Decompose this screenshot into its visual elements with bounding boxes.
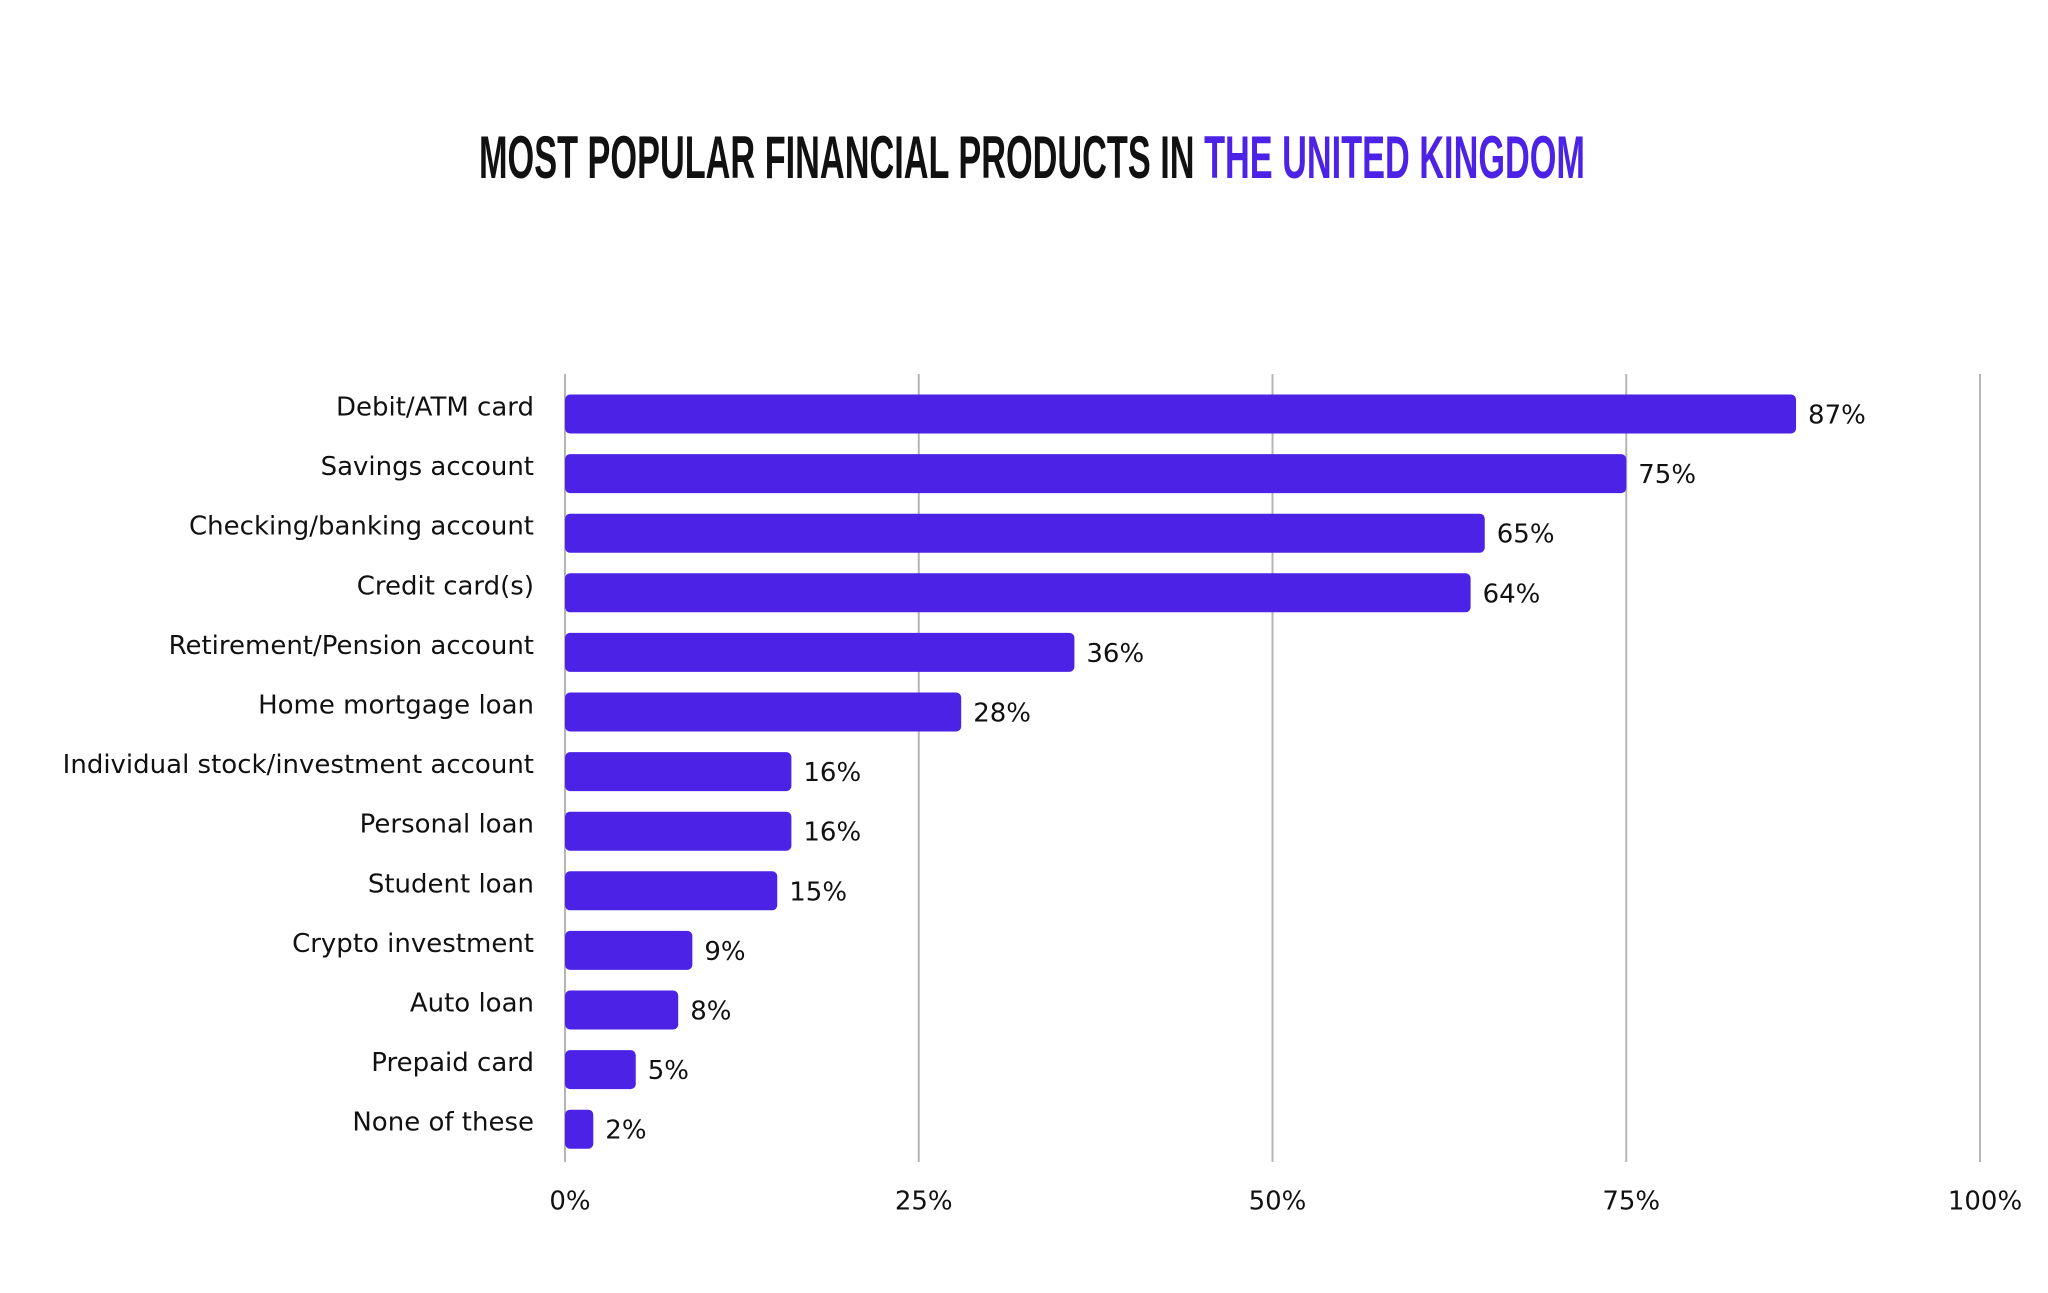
bar [565,1050,636,1090]
y-tick-label: Student loan [368,869,534,899]
bar [565,811,792,851]
value-label: 28% [973,699,1031,729]
value-label: 8% [690,997,731,1027]
bar [565,632,1075,672]
y-tick-label: Crypto investment [292,929,534,959]
value-label: 15% [789,877,847,907]
y-tick-label: Individual stock/investment account [63,750,534,780]
value-label: 9% [704,937,745,967]
y-tick-label: Auto loan [410,989,534,1019]
bar [565,573,1471,613]
value-label: 36% [1086,639,1144,669]
y-tick-label: Checking/banking account [189,512,534,542]
bar [565,1109,594,1149]
bar [565,930,693,970]
x-tick-label: 75% [1602,1187,1660,1217]
bar [565,990,679,1030]
value-label: 87% [1808,401,1866,431]
bar [565,692,962,732]
y-tick-label: Credit card(s) [357,571,534,601]
x-tick-label: 50% [1249,1187,1307,1217]
value-label: 16% [803,818,861,848]
y-tick-label: Home mortgage loan [258,691,534,721]
value-label: 2% [605,1116,646,1146]
value-label: 75% [1638,460,1696,490]
y-tick-label: Retirement/Pension account [169,631,534,661]
x-tick-label: 25% [895,1187,953,1217]
value-label: 64% [1483,579,1541,609]
title-highlight: THE UNITED KINGDOM [1204,124,1585,191]
bar [565,871,778,911]
x-tick-label: 0% [549,1187,590,1217]
bar [565,513,1485,553]
value-label: 65% [1497,520,1555,550]
title-main: MOST POPULAR FINANCIAL PRODUCTS IN [479,124,1195,191]
y-tick-label: Personal loan [360,810,534,840]
y-tick-label: Debit/ATM card [336,393,534,423]
bar [565,752,792,792]
value-label: 16% [803,758,861,788]
bar [565,454,1627,494]
chart-title: MOST POPULAR FINANCIAL PRODUCTS IN THE U… [479,124,1585,191]
y-tick-label: None of these [352,1108,534,1138]
bar [565,394,1797,434]
y-tick-label: Prepaid card [371,1048,534,1078]
x-tick-label: 100% [1948,1187,2022,1217]
y-tick-label: Savings account [321,452,534,482]
value-label: 5% [648,1056,689,1086]
